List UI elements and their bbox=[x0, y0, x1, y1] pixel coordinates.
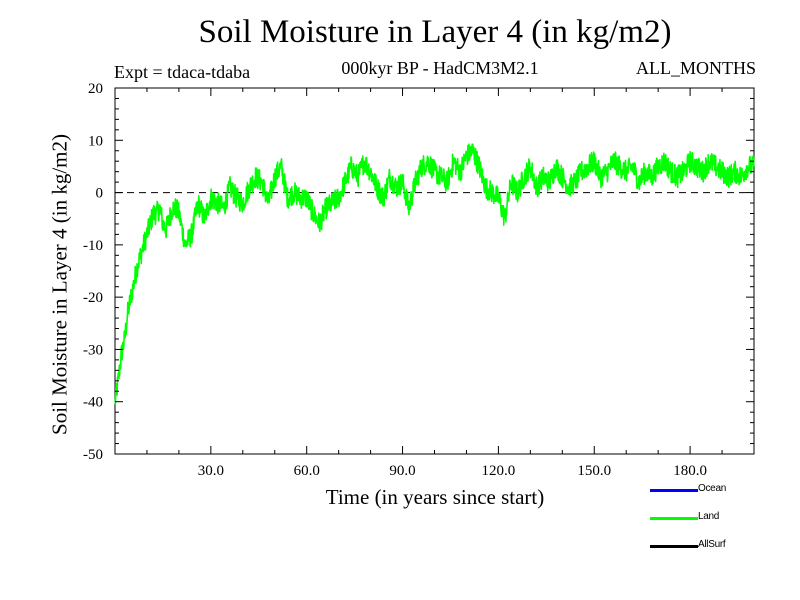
series-layer bbox=[114, 143, 755, 405]
y-tick-label: -50 bbox=[83, 447, 103, 463]
legend-line-land bbox=[650, 517, 698, 520]
y-tick-label: 20 bbox=[88, 81, 103, 97]
y-tick-label: 0 bbox=[96, 186, 104, 202]
legend-line-allsurf bbox=[650, 545, 698, 548]
legend-label-ocean: Ocean bbox=[698, 483, 726, 494]
period-label: ALL_MONTHS bbox=[636, 58, 756, 78]
legend-line-ocean bbox=[650, 489, 698, 492]
plot-frame bbox=[114, 87, 755, 455]
series-line-land bbox=[114, 143, 755, 405]
x-tick-label: 90.0 bbox=[389, 463, 415, 479]
legend-label-allsurf: AllSurf bbox=[698, 539, 726, 550]
y-tick-label: -30 bbox=[83, 342, 103, 358]
ticks-layer: 30.0 60.0 90.0 120.0 150.0 180.0 20 10 0 -10 -20 -3… bbox=[83, 81, 754, 479]
x-tick-label: 150.0 bbox=[577, 463, 611, 479]
x-tick-label: 60.0 bbox=[294, 463, 320, 479]
legend-label-land: Land bbox=[698, 511, 720, 522]
chart-title: Soil Moisture in Layer 4 (in kg/m2) bbox=[198, 14, 672, 50]
y-tick-label: -20 bbox=[83, 290, 103, 306]
y-tick-label: -10 bbox=[83, 238, 103, 254]
x-tick-label: 30.0 bbox=[198, 463, 224, 479]
x-tick-label: 120.0 bbox=[482, 463, 516, 479]
y-tick-label: -40 bbox=[83, 395, 103, 411]
y-axis-label: Soil Moisture in Layer 4 (in kg/m2) bbox=[47, 134, 72, 435]
x-tick-label: 180.0 bbox=[673, 463, 707, 479]
experiment-label: Expt = tdaca-tdaba bbox=[114, 62, 251, 82]
y-tick-label: 10 bbox=[88, 133, 103, 149]
x-axis-label: Time (in years since start) bbox=[325, 485, 545, 509]
chart-subtitle: 000kyr BP - HadCM3M2.1 bbox=[341, 58, 539, 78]
